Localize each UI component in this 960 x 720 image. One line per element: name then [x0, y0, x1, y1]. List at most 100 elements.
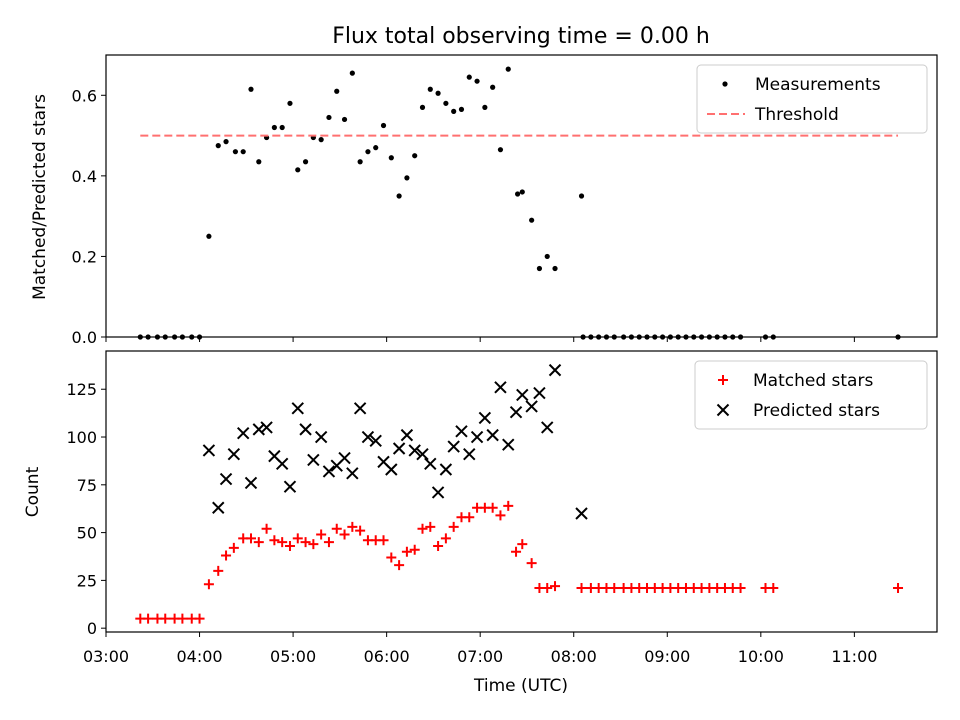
predicted-star-point: [392, 442, 406, 455]
x-tick-label: 04:00: [176, 647, 222, 666]
predicted-star-point: [275, 457, 289, 470]
x-tick-label: 10:00: [738, 647, 784, 666]
matched-star-point: [464, 512, 475, 523]
predicted-star-point: [447, 440, 460, 453]
predicted-star-point: [463, 448, 476, 461]
matched-star-point: [893, 583, 904, 594]
measurement-point: [490, 84, 496, 90]
predicted-star-point: [408, 444, 421, 457]
matched-star-point: [394, 560, 405, 571]
y-tick-label: 0.2: [72, 247, 97, 266]
matched-star-point: [542, 583, 553, 594]
matched-star-point: [495, 510, 506, 521]
measurement-point: [357, 159, 363, 165]
predicted-star-point: [346, 467, 359, 480]
measurement-point: [427, 86, 433, 92]
top-title: Flux total observing time = 0.00 h: [332, 24, 710, 49]
matched-star-point: [308, 539, 319, 550]
measurement-point: [544, 253, 550, 260]
measurement-point: [287, 100, 293, 106]
top-plot-area: 0.0 0.2 0.4 0.6 Measurements Threshold: [72, 54, 938, 347]
measurement-point: [419, 104, 426, 110]
predicted-star-point: [470, 430, 484, 444]
measurement-point: [380, 122, 387, 129]
matched-star-point: [300, 537, 311, 548]
measurement-point: [295, 167, 301, 173]
measurement-point: [223, 139, 229, 145]
predicted-star-point: [431, 486, 445, 499]
legend-label: Threshold: [754, 105, 839, 125]
y-tick-label: 50: [77, 524, 97, 543]
legend-box: [694, 360, 928, 430]
predicted-star-point: [385, 463, 398, 476]
predicted-star-point: [369, 434, 382, 448]
predicted-star-point: [202, 444, 216, 457]
matched-star-point: [316, 529, 327, 540]
measurement-point: [334, 88, 340, 94]
measurement-point: [578, 193, 585, 199]
matched-star-point: [609, 583, 620, 594]
predicted-star-point: [509, 405, 523, 419]
measurement-point: [451, 108, 457, 114]
matched-star-point: [269, 535, 280, 546]
matched-star-point: [550, 581, 561, 592]
predicted-star-point: [416, 448, 429, 461]
x-tick-label: 09:00: [644, 647, 690, 666]
measurement-point: [505, 66, 511, 72]
predicted-star-point: [244, 476, 258, 490]
measurement-point: [443, 100, 449, 106]
matched-star-point: [253, 537, 264, 548]
legend-box: [696, 64, 928, 134]
bottom-ylabel: Count: [23, 466, 43, 517]
predicted-star-point: [260, 421, 273, 434]
measurement-point: [326, 114, 332, 121]
legend-swatch: [718, 375, 728, 385]
matched-star-point: [160, 613, 171, 624]
predicted-star-point: [307, 453, 320, 467]
legend-swatch: [716, 403, 730, 417]
predicted-star-point: [219, 472, 233, 486]
measurement-point: [206, 233, 212, 239]
y-tick-label: 0.6: [72, 86, 97, 105]
measurement-point: [536, 265, 543, 272]
y-tick-label: 100: [66, 428, 97, 447]
x-tick-label: 11:00: [831, 647, 877, 666]
matched-star-point: [194, 613, 205, 624]
predicted-star-point: [541, 421, 554, 434]
measurement-point: [232, 149, 239, 155]
measurement-point: [240, 149, 246, 155]
predicted-star-point: [314, 430, 328, 444]
predicted-star-point: [322, 465, 336, 478]
measurement-point: [435, 90, 441, 96]
matched-star-point: [386, 552, 397, 563]
bottom-plot-area: 0 25 50 75 100 125 03:00 04:00 05:00 06:00 07:00 08…: [66, 350, 938, 666]
matched-star-point: [355, 525, 366, 536]
matched-star-point: [425, 521, 436, 532]
predicted-star-point: [486, 428, 499, 442]
matched-star-point: [339, 529, 350, 540]
bottom-xlabel: Time (UTC): [473, 676, 568, 696]
legend-label: Matched stars: [753, 371, 873, 391]
measurement-point: [519, 189, 525, 195]
matched-star-point: [503, 500, 514, 511]
matched-star-point: [378, 535, 389, 546]
measurement-point: [256, 159, 262, 165]
measurement-point: [515, 191, 521, 197]
predicted-star-point: [439, 463, 453, 476]
measurement-point: [388, 155, 394, 161]
predicted-star-point: [212, 501, 225, 514]
measurement-point: [279, 124, 285, 131]
top-ylabel: Matched/Predicted stars: [30, 94, 50, 300]
y-tick-label: 25: [77, 571, 97, 590]
predicted-star-point: [455, 425, 468, 438]
y-tick-label: 0.0: [72, 328, 97, 347]
predicted-star-point: [252, 423, 265, 436]
axes-frame: [105, 350, 938, 633]
measurement-point: [552, 265, 558, 272]
measurement-point: [466, 74, 472, 80]
matched-star-point: [440, 533, 451, 544]
matched-star-point: [735, 583, 746, 594]
measurement-point: [497, 147, 504, 153]
matched-star-point: [213, 565, 224, 576]
measurement-point: [365, 149, 371, 155]
